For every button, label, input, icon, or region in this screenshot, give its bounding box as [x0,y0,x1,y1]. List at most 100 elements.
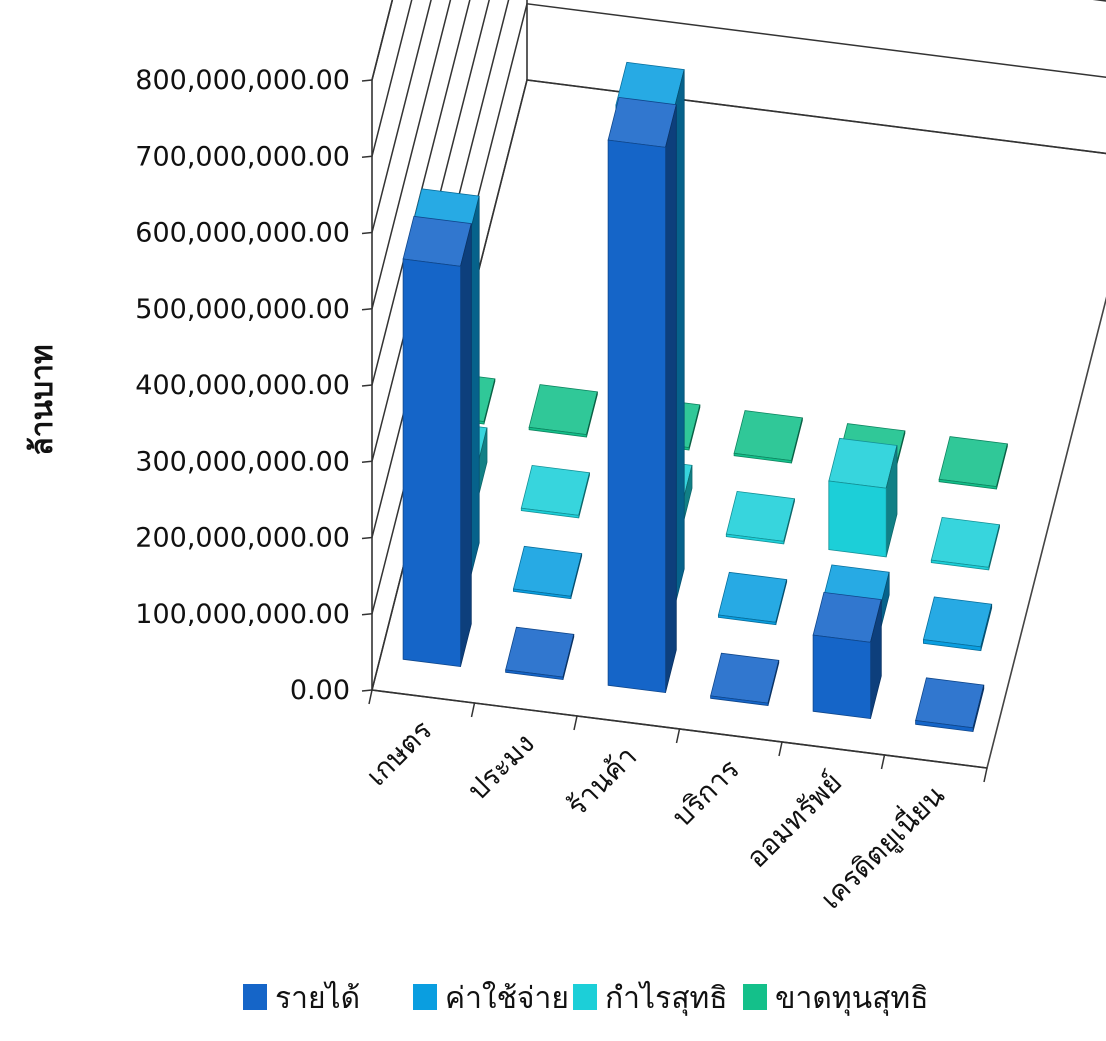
legend-item: ขาดทุนสุทธิ [743,981,929,1017]
bar-front [938,478,997,490]
x-tick-mark [470,702,476,718]
x-tick-mark [573,715,578,731]
bar-front [828,480,887,558]
bar [915,677,985,733]
legend-swatch [743,984,767,1010]
bar-front [505,669,564,681]
bar-top [607,96,677,148]
bar-front [513,588,572,600]
x-tick-mark [368,689,373,705]
legend-label: รายได้ [275,980,360,1016]
bar-top [725,490,795,542]
y-tick-mark [361,689,373,692]
legend-label: ขาดทุนสุทธิ [775,981,929,1017]
x-tick-mark [778,741,783,757]
bar-top [717,571,788,623]
y-tick-mark [361,231,373,235]
y-tick-label: 500,000,000.00 [135,294,350,325]
legend: รายได้ ค่าใช้จ่าย กำไรสุทธิ ขาดทุนสุทธิ [243,980,929,1017]
legend-swatch [413,984,437,1010]
y-tick-mark [361,460,373,463]
bar-top [938,436,1008,488]
bar-top [402,215,472,267]
y-tick-mark [361,155,373,158]
bar [512,545,583,600]
bar-top [915,677,985,729]
bar-top [710,652,780,704]
bar-front [528,426,587,438]
bar-front [915,720,974,733]
bar-top [812,591,882,643]
bar-front [930,559,990,571]
x-tick-mark [983,767,988,783]
bar [938,436,1008,490]
bar-front [725,533,785,545]
bar [402,215,472,668]
y-tick-label: 0.00 [290,675,350,706]
bar-top [828,437,898,489]
bar [828,437,898,558]
bar-top [512,545,583,597]
y-axis-title: ล้านบาท [25,344,60,455]
gridline [371,0,394,81]
legend-swatch [243,984,267,1010]
bar-front [520,507,580,519]
bar [717,571,788,626]
y-tick-mark [361,613,373,616]
y-tick-mark [361,79,373,82]
bar-top [505,626,575,678]
bar-front [812,634,871,720]
y-tick-mark [361,308,373,311]
y-tick-label: 400,000,000.00 [135,370,350,401]
y-tick-label: 200,000,000.00 [135,523,350,554]
bar [725,490,795,545]
bar-side [665,104,677,693]
bars-layer [402,61,1008,733]
bar-top [520,464,590,516]
bar-front [923,639,982,652]
bar [922,596,993,652]
bar [505,626,575,681]
y-tick-label: 100,000,000.00 [135,599,350,630]
left-wall-top-edge [371,0,394,81]
x-axis-line [371,689,988,769]
bar-side [460,223,472,667]
legend-item: กำไรสุทธิ [573,980,728,1017]
bar-front [718,614,777,626]
bar-front [710,695,769,707]
y-tick-label: 800,000,000.00 [135,65,350,96]
legend-swatch [573,984,597,1010]
legend-item: รายได้ [243,980,360,1016]
gridline [371,0,452,309]
y-tick-label: 600,000,000.00 [135,218,350,249]
bar [607,96,677,694]
bar-front [402,258,461,668]
gridline [371,0,471,386]
bar [930,516,1000,571]
bar-top [930,516,1000,568]
bar [520,464,590,519]
y-tick-mark [361,536,373,540]
y-tick-mark [361,384,373,387]
x-tick-label: ประมง [461,727,541,807]
x-tick-mark [675,728,681,744]
bar-top [733,410,803,462]
x-tick-mark [880,754,886,770]
bar-front [607,139,666,694]
x-tick-label: ร้านค้า [560,740,643,823]
y-tick-labels: 0.00 100,000,000.00 200,000,000.00 300,000,… [135,65,350,706]
bar [733,410,803,464]
x-tick-label: บริการ [666,753,746,833]
y-tick-label: 300,000,000.00 [135,446,350,477]
gridline [371,0,432,233]
legend-label: ค่าใช้จ่าย [445,981,569,1016]
bar-front [733,452,792,464]
x-tick-label: ออมทรัพย์ [740,766,849,875]
bar-top [528,384,598,436]
bar [812,591,882,720]
bar-top [922,596,993,648]
y-tick-label: 700,000,000.00 [135,141,350,172]
legend-label: กำไรสุทธิ [605,980,728,1017]
